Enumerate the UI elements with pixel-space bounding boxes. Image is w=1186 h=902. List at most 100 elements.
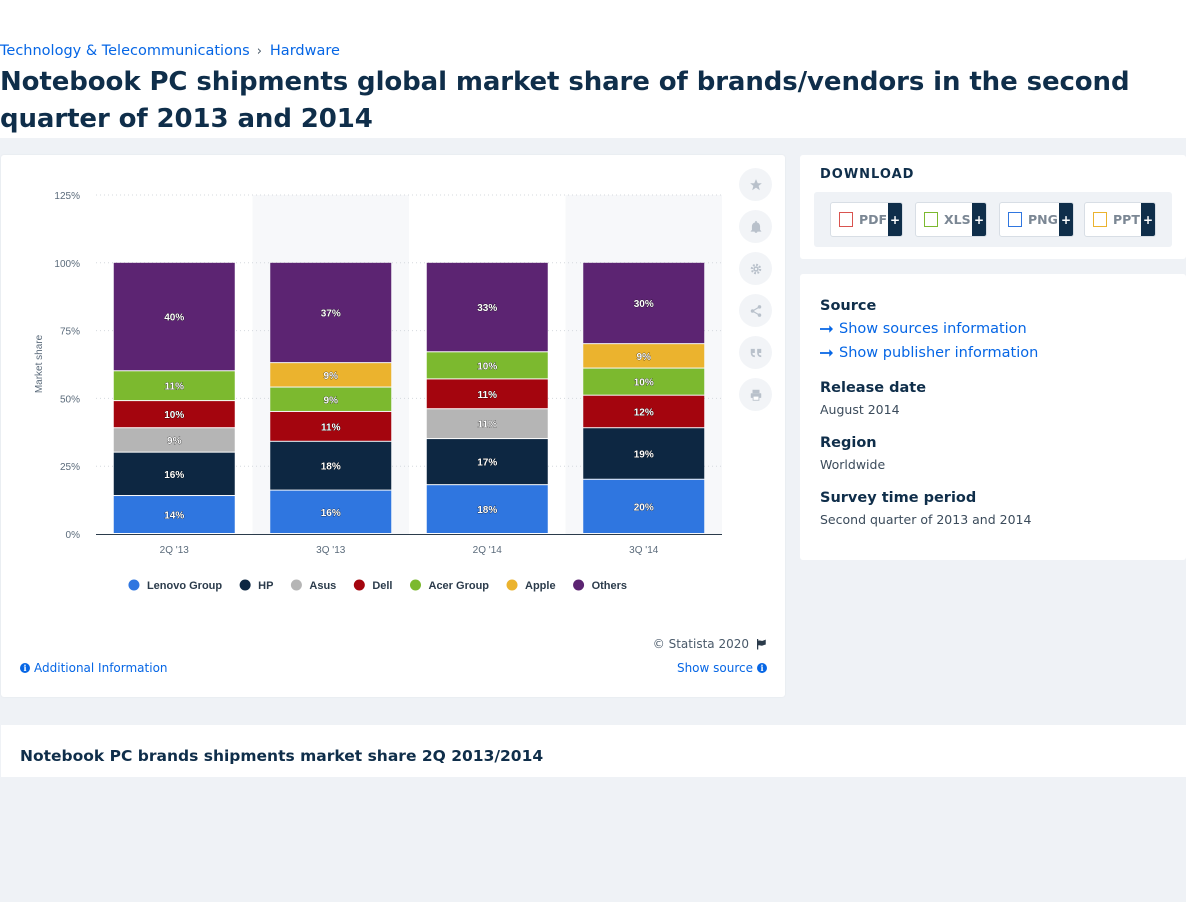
data-label: 9% bbox=[167, 436, 182, 447]
page-title: Notebook PC shipments global market shar… bbox=[0, 67, 1130, 134]
share-icon bbox=[750, 304, 761, 317]
info-icon: i bbox=[20, 663, 30, 673]
bar-segment bbox=[426, 352, 548, 379]
data-label: 11% bbox=[478, 420, 498, 431]
download-title: DOWNLOAD bbox=[820, 167, 915, 182]
breadcrumb: Technology & Telecommunications › Hardwa… bbox=[0, 43, 340, 59]
additional-information-link[interactable]: i Additional Information bbox=[20, 661, 168, 675]
data-label: 12% bbox=[634, 407, 654, 418]
region-value: Worldwide bbox=[820, 457, 886, 472]
data-label: 9% bbox=[324, 371, 339, 382]
legend-label: HP bbox=[258, 580, 273, 592]
x-tick-label: 2Q '14 bbox=[473, 545, 503, 556]
bar-segment bbox=[583, 344, 705, 368]
bar-segment bbox=[270, 441, 392, 490]
arrow-right-icon bbox=[820, 349, 833, 357]
region-heading: Region bbox=[820, 435, 877, 451]
flag-icon[interactable] bbox=[755, 638, 767, 650]
related-statistic-card: Notebook PC brands shipments market shar… bbox=[1, 725, 1186, 777]
print-icon bbox=[750, 389, 761, 401]
related-statistic-title[interactable]: Notebook PC brands shipments market shar… bbox=[20, 747, 544, 765]
additional-information-label: Additional Information bbox=[34, 661, 168, 675]
data-label: 10% bbox=[164, 410, 184, 421]
breadcrumb-subcategory-link[interactable]: Hardware bbox=[269, 43, 340, 59]
data-label: 30% bbox=[634, 299, 654, 310]
data-label: 40% bbox=[164, 313, 184, 324]
data-label: 33% bbox=[477, 303, 497, 314]
bar-segment bbox=[270, 387, 392, 411]
legend-label: Acer Group bbox=[429, 580, 490, 592]
bar-segment bbox=[583, 479, 705, 533]
bar-segment bbox=[270, 262, 392, 363]
stacked-bar-chart: 0% 25% 50% 75% 100% 125% Market share 14% 16% 9% 1… bbox=[34, 191, 722, 592]
png-file-icon bbox=[1008, 212, 1022, 227]
legend-label: Asus bbox=[309, 580, 336, 592]
breadcrumb-separator: › bbox=[256, 43, 262, 59]
survey-period-heading: Survey time period bbox=[820, 490, 977, 506]
print-button[interactable] bbox=[739, 378, 772, 411]
legend-marker bbox=[506, 579, 518, 591]
y-tick-label: 25% bbox=[60, 462, 80, 473]
data-label: 9% bbox=[324, 395, 339, 406]
bar-segment bbox=[270, 363, 392, 387]
data-label: 10% bbox=[634, 378, 654, 389]
bar-segment bbox=[426, 262, 548, 352]
legend-marker bbox=[239, 579, 251, 591]
chart-card: 0% 25% 50% 75% 100% 125% Market share 14% 16% 9% 1… bbox=[1, 155, 785, 697]
data-label: 19% bbox=[634, 449, 654, 460]
arrow-right-icon bbox=[820, 325, 833, 333]
gear-icon bbox=[750, 263, 761, 274]
show-publisher-label: Show publisher information bbox=[839, 345, 1039, 361]
legend-label: Others bbox=[592, 580, 627, 592]
chart-credit: © Statista 2020 bbox=[653, 637, 767, 651]
show-publisher-link[interactable]: Show publisher information bbox=[820, 345, 1038, 361]
plus-icon: + bbox=[888, 203, 902, 236]
data-label: 18% bbox=[321, 462, 341, 473]
cite-button[interactable] bbox=[739, 336, 772, 369]
notification-button[interactable] bbox=[739, 210, 772, 243]
show-source-link[interactable]: Show source i bbox=[677, 661, 767, 675]
download-png-button[interactable]: PNG + bbox=[999, 202, 1074, 237]
share-button[interactable] bbox=[739, 294, 772, 327]
bar-segment bbox=[426, 379, 548, 409]
show-sources-link[interactable]: Show sources information bbox=[820, 321, 1027, 337]
metadata-card: Source Show sources information Show pub… bbox=[800, 274, 1186, 560]
source-heading: Source bbox=[820, 298, 877, 314]
ppt-file-icon bbox=[1093, 212, 1107, 227]
legend-marker bbox=[410, 579, 421, 591]
plus-icon: + bbox=[972, 203, 986, 236]
bar-segment bbox=[113, 401, 235, 428]
bar-segment bbox=[113, 452, 235, 496]
bar-segment bbox=[113, 428, 235, 452]
header-background bbox=[0, 0, 1186, 138]
breadcrumb-category-link[interactable]: Technology & Telecommunications bbox=[0, 43, 250, 59]
favorite-button[interactable] bbox=[739, 168, 772, 201]
download-pdf-button[interactable]: PDF + bbox=[830, 202, 903, 237]
download-ppt-label: PPT bbox=[1113, 212, 1140, 227]
settings-button[interactable] bbox=[739, 252, 772, 285]
x-tick-label: 3Q '14 bbox=[629, 545, 659, 556]
y-axis-label: Market share bbox=[34, 334, 45, 393]
legend-marker bbox=[353, 579, 365, 591]
legend-label: Dell bbox=[372, 580, 392, 592]
data-label: 37% bbox=[321, 308, 341, 319]
plus-icon: + bbox=[1059, 203, 1073, 236]
bar-segment bbox=[426, 485, 548, 533]
data-label: 11% bbox=[321, 422, 341, 433]
bar-segment bbox=[113, 496, 235, 533]
bar-segment bbox=[113, 262, 235, 371]
quote-icon bbox=[750, 348, 761, 357]
plus-icon: + bbox=[1141, 203, 1155, 236]
bar-segment bbox=[270, 411, 392, 441]
download-ppt-button[interactable]: PPT + bbox=[1084, 202, 1156, 237]
legend-marker bbox=[128, 579, 140, 591]
xls-file-icon bbox=[924, 212, 938, 227]
release-date-heading: Release date bbox=[820, 380, 927, 396]
data-label: 20% bbox=[634, 502, 654, 513]
download-buttons-row: PDF + XLS + PNG + PPT + bbox=[814, 192, 1172, 247]
legend-label: Apple bbox=[525, 580, 556, 592]
bar-segment bbox=[583, 395, 705, 428]
release-date-value: August 2014 bbox=[820, 402, 900, 417]
download-xls-button[interactable]: XLS + bbox=[915, 202, 987, 237]
x-tick-label: 3Q '13 bbox=[316, 545, 346, 556]
